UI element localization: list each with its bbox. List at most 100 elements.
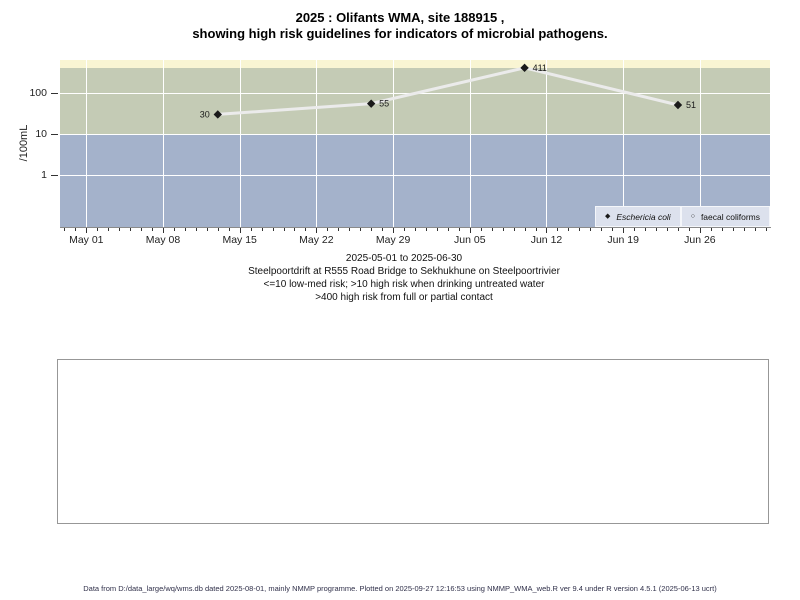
x-major-tick [316, 228, 318, 233]
x-minor-tick [743, 228, 745, 231]
legend-label: Eschericia coli [616, 211, 671, 222]
x-minor-tick [480, 228, 482, 231]
x-minor-tick [64, 228, 66, 231]
v-gridline [546, 60, 548, 227]
x-minor-tick [491, 228, 493, 231]
footer-note: Data from D:/data_large/wq/wms.db dated … [83, 584, 717, 593]
chart-title-line1: 2025 : Olifants WMA, site 188915 , [295, 10, 505, 25]
x-minor-tick [217, 228, 219, 231]
caption-date-range: 2025-05-01 to 2025-06-30 [345, 253, 463, 264]
x-minor-tick [206, 228, 208, 231]
x-minor-tick [436, 228, 438, 231]
empty-panel [57, 359, 769, 524]
x-minor-tick [261, 228, 263, 231]
x-minor-tick [97, 228, 99, 231]
x-major-tick [393, 228, 395, 233]
x-minor-tick [710, 228, 712, 231]
x-major-tick [546, 228, 548, 233]
legend-label: faecal coliforms [700, 211, 760, 222]
chart-title: 2025 : Olifants WMA, site 188915 , showi… [0, 10, 800, 42]
x-minor-tick [75, 228, 77, 231]
data-point-marker [213, 110, 222, 119]
v-gridline [316, 60, 318, 227]
x-minor-tick [601, 228, 603, 231]
x-minor-tick [141, 228, 143, 231]
x-minor-tick [404, 228, 406, 231]
x-minor-tick [645, 228, 647, 231]
v-gridline [239, 60, 241, 227]
x-minor-tick [656, 228, 658, 231]
x-minor-tick [612, 228, 614, 231]
x-minor-tick [447, 228, 449, 231]
x-minor-tick [688, 228, 690, 231]
open-circle-icon: ○ [690, 213, 695, 220]
x-minor-tick [327, 228, 329, 231]
x-axis-line [60, 227, 771, 228]
x-minor-tick [754, 228, 756, 231]
x-minor-tick [272, 228, 274, 231]
x-minor-tick [152, 228, 154, 231]
x-minor-tick [195, 228, 197, 231]
legend: ◆ Eschericia coli ○ faecal coliforms [594, 206, 770, 227]
y-tick [51, 175, 58, 176]
y-tick-label: 1 [41, 169, 47, 181]
x-minor-tick [119, 228, 121, 231]
x-major-tick [162, 228, 164, 233]
x-minor-tick [228, 228, 230, 231]
x-minor-tick [305, 228, 307, 231]
y-tick-label: 100 [29, 87, 47, 99]
x-minor-tick [349, 228, 351, 231]
x-major-tick [239, 228, 241, 233]
v-gridline [162, 60, 164, 227]
x-minor-tick [524, 228, 526, 231]
x-minor-tick [184, 228, 186, 231]
x-minor-tick [535, 228, 537, 231]
x-minor-tick [294, 228, 296, 231]
x-tick-label: May 29 [375, 234, 411, 246]
x-minor-tick [108, 228, 110, 231]
legend-item-faecal-coliforms: ○ faecal coliforms [680, 206, 770, 227]
x-tick-label: Jun 12 [530, 234, 563, 246]
y-tick-label: 10 [35, 128, 47, 140]
x-minor-tick [250, 228, 252, 231]
x-tick-label: May 22 [299, 234, 334, 246]
legend-item-escherichia-coli: ◆ Eschericia coli [594, 206, 681, 227]
h-gridline [60, 134, 770, 135]
data-point-marker [520, 63, 529, 73]
x-minor-tick [634, 228, 636, 231]
x-major-tick [699, 228, 701, 233]
caption-risk-guideline-2: >400 high risk from full or partial cont… [315, 292, 493, 303]
x-minor-tick [677, 228, 679, 231]
data-point-label: 51 [686, 100, 696, 110]
x-minor-tick [338, 228, 340, 231]
v-gridline [86, 60, 88, 227]
x-major-tick [469, 228, 471, 233]
x-minor-tick [382, 228, 384, 231]
v-gridline [469, 60, 471, 227]
data-series: 30 55 411 51 [200, 63, 696, 120]
data-point-label: 30 [200, 109, 210, 119]
h-gridline [60, 175, 770, 176]
ecoli-line [217, 66, 679, 116]
v-gridline [699, 60, 701, 227]
x-minor-tick [371, 228, 373, 231]
x-minor-tick [502, 228, 504, 231]
caption-site-description: Steelpoortdrift at R555 Road Bridge to S… [248, 266, 560, 277]
x-minor-tick [721, 228, 723, 231]
risk-band [60, 68, 770, 134]
data-point-label: 55 [379, 99, 389, 109]
data-point-marker [673, 100, 683, 110]
v-gridline [623, 60, 625, 227]
x-minor-tick [732, 228, 734, 231]
caption-risk-guideline-1: <=10 low-med risk; >10 high risk when dr… [263, 279, 545, 290]
x-tick-label: May 15 [222, 234, 257, 246]
x-minor-tick [458, 228, 460, 231]
y-tick [51, 134, 58, 135]
x-tick-label: Jun 05 [454, 234, 486, 246]
x-minor-tick [283, 228, 285, 231]
x-minor-tick [130, 228, 132, 231]
risk-band [60, 60, 770, 69]
x-tick-label: Jun 19 [607, 234, 639, 246]
x-minor-tick [590, 228, 592, 231]
x-minor-tick [425, 228, 427, 231]
